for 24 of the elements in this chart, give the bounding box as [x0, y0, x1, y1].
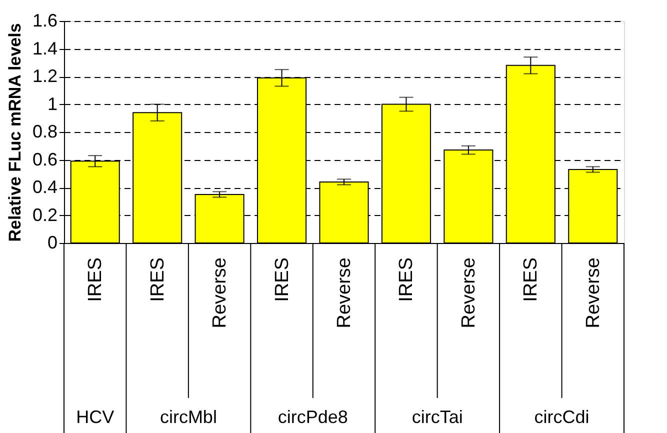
y-axis-title: Relative FLuc mRNA levels [5, 23, 24, 242]
text: circMbl [160, 407, 217, 427]
x-tick-label: IRES [85, 258, 106, 302]
text: circCdi [534, 407, 590, 427]
text: circTai [412, 407, 463, 427]
text: HCV [76, 407, 114, 427]
x-tick-label: IRES [396, 258, 418, 302]
x-tick-label: Reverse [210, 258, 231, 328]
y-tick-label: 0.2 [32, 204, 58, 225]
y-tick-label: 1.6 [32, 10, 58, 30]
y-tick-label: 1.2 [32, 66, 58, 86]
y-tick-label: 0.4 [32, 177, 58, 197]
x-tick-label: IRES [147, 258, 168, 302]
y-tick-label: 1.4 [32, 38, 58, 58]
x-tick-label: IRES [520, 258, 542, 302]
y-tick-label: 0.8 [32, 122, 58, 142]
text: circPde8 [278, 407, 348, 427]
x-tick-label: Reverse [458, 258, 480, 328]
x-tick-label: IRES [272, 258, 293, 302]
x-tick-label: Reverse [582, 258, 604, 328]
y-tick-label: 1 [47, 94, 58, 114]
y-tick-label: 0.6 [32, 149, 58, 170]
y-tick-label: 0 [47, 232, 58, 252]
x-tick-label: Reverse [334, 258, 355, 328]
